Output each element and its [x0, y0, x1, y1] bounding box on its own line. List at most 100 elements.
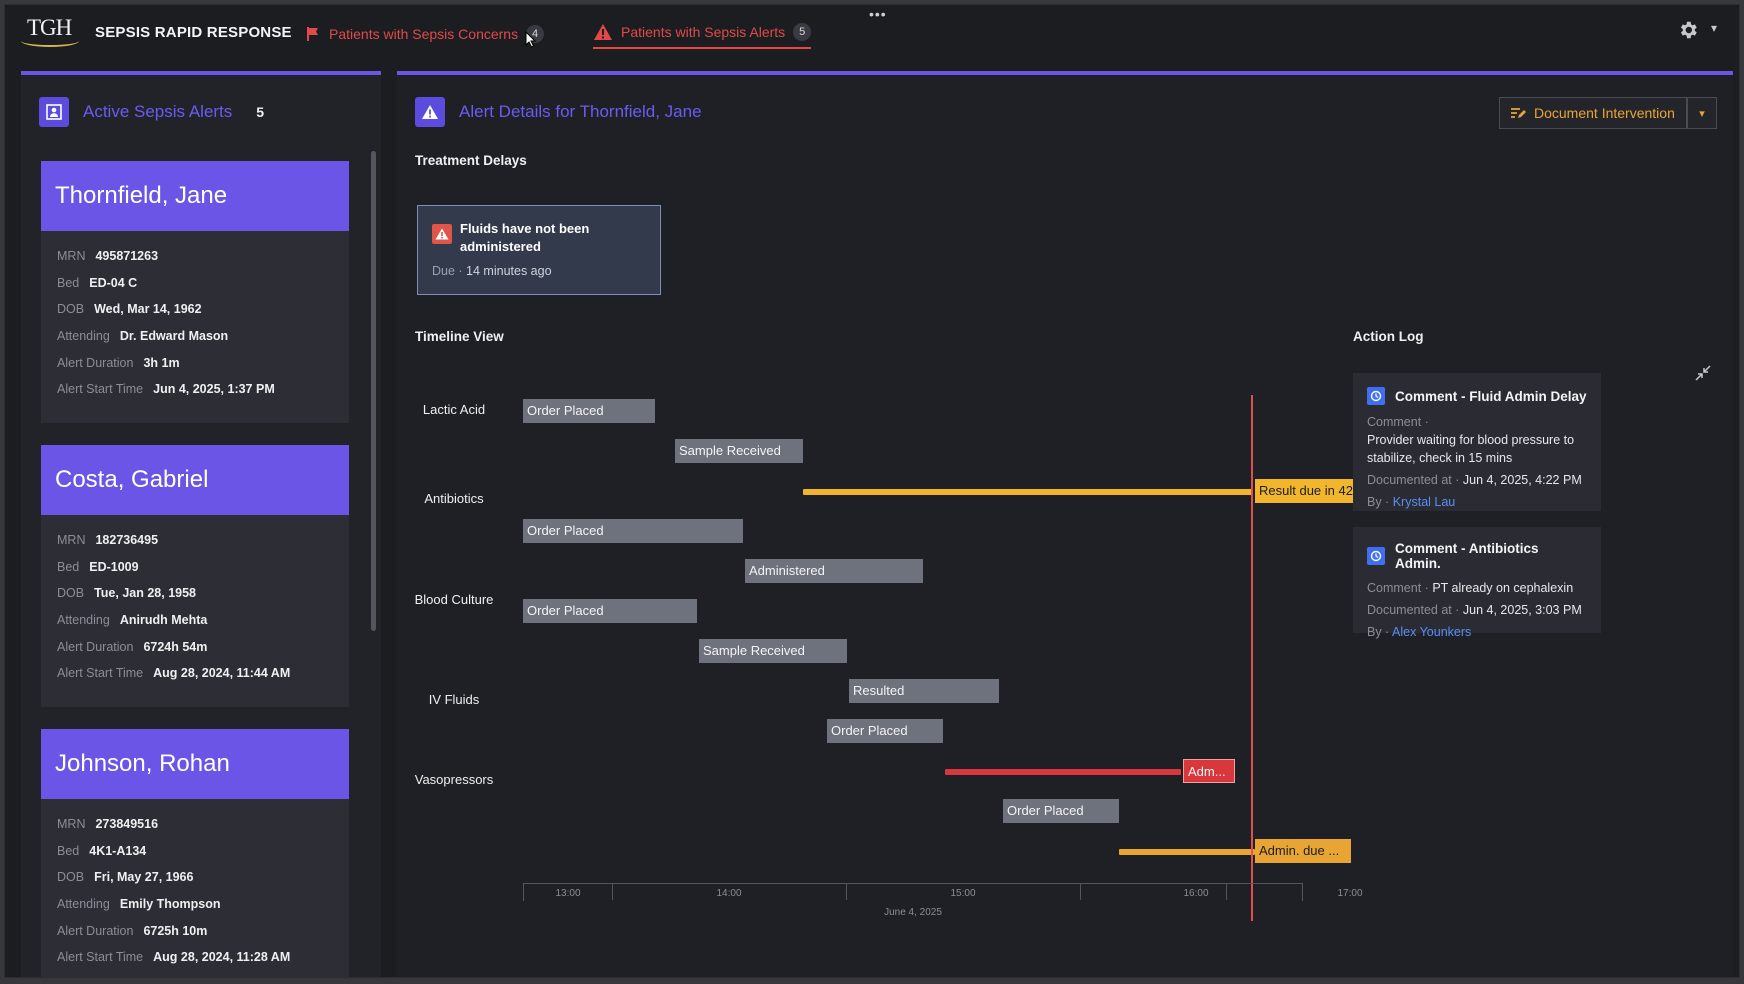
- active-alerts-header: Active Sepsis Alerts 5: [39, 97, 264, 127]
- bed-value: ED-04 C: [89, 275, 138, 290]
- bar-abx-administered[interactable]: Administered: [745, 559, 923, 583]
- patient-card-johnson[interactable]: Johnson, Rohan MRN 273849516 Bed 4K1-A134 …: [41, 729, 349, 977]
- info-label: MRN: [57, 533, 86, 547]
- patient-card-costa[interactable]: Costa, Gabriel MRN 182736495 Bed ED-1009 D…: [41, 445, 349, 707]
- info-label: Alert Start Time: [57, 382, 144, 397]
- axis-tick: [612, 884, 613, 900]
- info-row-start: Alert Start Time Aug 28, 2024, 11:28 AM: [57, 950, 349, 977]
- log-documented-value: Jun 4, 2025, 4:22 PM: [1462, 473, 1582, 487]
- bar-bc-sample-received[interactable]: Sample Received: [699, 639, 847, 663]
- info-label: Alert Duration: [57, 355, 134, 370]
- mrn-value: 273849516: [95, 817, 159, 831]
- axis-tick: [1080, 884, 1081, 900]
- bar-bc-resulted[interactable]: Resulted: [849, 679, 999, 703]
- info-row-dob: DOB Tue, Jan 28, 1958: [57, 586, 349, 613]
- bar-lactic-order-placed[interactable]: Order Placed: [523, 399, 655, 423]
- log-author-link[interactable]: Krystal Lau: [1392, 495, 1456, 509]
- info-label: Bed: [57, 559, 80, 574]
- info-label: MRN: [57, 249, 86, 263]
- attending-value: Dr. Edward Mason: [119, 329, 229, 344]
- flag-icon: [307, 27, 318, 41]
- delay-title: Fluids have not been administered: [460, 221, 590, 254]
- current-time-line: [1251, 395, 1253, 921]
- info-row-mrn: MRN 495871263: [57, 249, 349, 276]
- info-row-bed: Bed ED-04 C: [57, 276, 349, 303]
- bed-value: 4K1-A134: [89, 843, 147, 858]
- start-value: Aug 28, 2024, 11:44 AM: [153, 666, 291, 681]
- bar-vaso-order-placed[interactable]: Order Placed: [1003, 799, 1119, 823]
- axis-tick: [846, 884, 847, 900]
- info-label: Bed: [57, 843, 80, 858]
- patient-card-thornfield[interactable]: Thornfield, Jane MRN 495871263 Bed ED-04 C…: [41, 161, 349, 423]
- document-intervention-button[interactable]: Document Intervention: [1499, 97, 1687, 129]
- info-row-bed: Bed 4K1-A134: [57, 844, 349, 871]
- action-log-entry[interactable]: Comment - Antibiotics Admin. Comment · P…: [1353, 527, 1601, 639]
- bar-bc-order-placed[interactable]: Order Placed: [523, 599, 697, 623]
- tab-sepsis-alerts-count: 5: [793, 23, 812, 41]
- comment-icon: [1367, 387, 1385, 405]
- info-label: Alert Start Time: [57, 666, 144, 681]
- info-row-dob: DOB Wed, Mar 14, 1962: [57, 302, 349, 329]
- info-row-bed: Bed ED-1009: [57, 560, 349, 587]
- warning-badge-icon: [415, 97, 445, 127]
- info-row-start: Alert Start Time Aug 28, 2024, 11:44 AM: [57, 666, 349, 693]
- axis-label-1400: 14:00: [716, 888, 742, 899]
- bar-abx-order-placed[interactable]: Order Placed: [523, 519, 743, 543]
- patient-info: MRN 273849516 Bed 4K1-A134 DOB Fri, May 27,…: [41, 799, 349, 977]
- patient-info: MRN 495871263 Bed ED-04 C DOB Wed, Mar 14, …: [41, 231, 349, 409]
- sidebar-scrollbar[interactable]: [371, 151, 376, 631]
- log-comment-label: Comment ·: [1367, 415, 1429, 429]
- axis-tick: [1226, 884, 1227, 900]
- line-iv-admin-overdue: [945, 769, 1181, 775]
- info-label: DOB: [57, 870, 85, 885]
- alert-details-header: Alert Details for Thornfield, Jane: [415, 97, 702, 127]
- bed-value: ED-1009: [89, 559, 139, 574]
- bar-lactic-sample-received[interactable]: Sample Received: [675, 439, 803, 463]
- document-edit-icon: [1511, 108, 1526, 118]
- app-title: SEPSIS RAPID RESPONSE: [95, 24, 292, 41]
- timeline-chart: Lactic Acid Antibiotics Blood Culture IV…: [397, 75, 1733, 977]
- patient-name: Johnson, Rohan: [41, 729, 349, 799]
- info-row-duration: Alert Duration 3h 1m: [57, 356, 349, 383]
- collapse-icon[interactable]: [1695, 365, 1711, 381]
- dob-value: Tue, Jan 28, 1958: [94, 586, 197, 601]
- info-label: Attending: [57, 613, 110, 628]
- duration-value: 6725h 10m: [143, 923, 208, 938]
- log-entry-title: Comment - Fluid Admin Delay: [1395, 388, 1587, 404]
- delay-card-fluids[interactable]: Fluids have not been administered Due · …: [417, 205, 661, 295]
- settings-caret-icon[interactable]: ▾: [1711, 21, 1718, 35]
- info-row-mrn: MRN 273849516: [57, 817, 349, 844]
- delay-due: Due · 14 minutes ago: [432, 264, 648, 278]
- axis-date: June 4, 2025: [884, 907, 942, 918]
- document-options-caret[interactable]: ▾: [1687, 97, 1717, 129]
- mrn-value: 495871263: [95, 249, 159, 263]
- duration-value: 6724h 54m: [143, 639, 208, 654]
- bar-iv-order-placed[interactable]: Order Placed: [827, 719, 943, 743]
- log-by-label: By ·: [1367, 625, 1390, 639]
- row-label-iv-fluids: IV Fluids: [428, 692, 480, 707]
- info-row-start: Alert Start Time Jun 4, 2025, 1:37 PM: [57, 382, 349, 409]
- info-row-attending: Attending Anirudh Mehta: [57, 613, 349, 640]
- patient-info: MRN 182736495 Bed ED-1009 DOB Tue, Jan 28, …: [41, 515, 349, 693]
- action-log-entry[interactable]: Comment - Fluid Admin Delay Comment · Pr…: [1353, 373, 1601, 511]
- info-label: Alert Start Time: [57, 950, 144, 965]
- gear-icon[interactable]: [1677, 19, 1699, 41]
- log-author-link[interactable]: Alex Younkers: [1392, 625, 1472, 639]
- more-menu-icon[interactable]: •••: [869, 6, 887, 22]
- dob-value: Wed, Mar 14, 1962: [94, 302, 202, 317]
- bar-vaso-admin-due[interactable]: Admin. due ...: [1255, 839, 1351, 863]
- tab-sepsis-alerts-label: Patients with Sepsis Alerts: [621, 24, 786, 40]
- bar-iv-administration-overdue[interactable]: Adm...: [1183, 759, 1235, 783]
- active-alerts-title: Active Sepsis Alerts: [83, 102, 233, 121]
- logo-swoosh-icon: [21, 35, 79, 47]
- log-documented-value: Jun 4, 2025, 3:03 PM: [1462, 603, 1582, 617]
- info-label: DOB: [57, 586, 85, 601]
- warning-icon: [594, 24, 612, 40]
- line-vaso-admin-pending: [1119, 849, 1255, 855]
- axis-label-1600: 16:00: [1183, 888, 1209, 899]
- info-row-attending: Attending Dr. Edward Mason: [57, 329, 349, 356]
- tab-sepsis-concerns[interactable]: Patients with Sepsis Concerns 4: [305, 19, 545, 49]
- tab-sepsis-alerts[interactable]: Patients with Sepsis Alerts 5: [593, 19, 812, 49]
- active-alerts-count: 5: [256, 104, 265, 120]
- info-row-duration: Alert Duration 6725h 10m: [57, 924, 349, 951]
